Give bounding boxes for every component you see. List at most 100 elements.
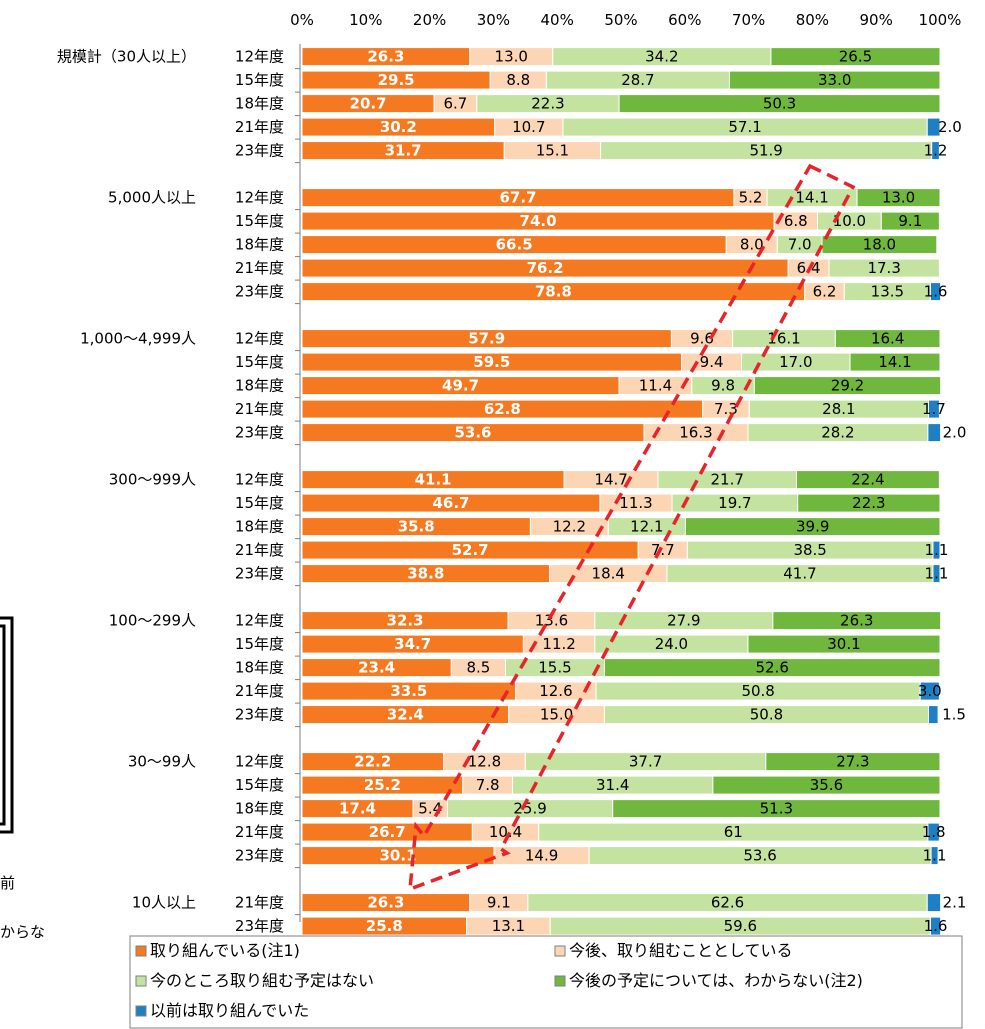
x-tick-label: 40% — [541, 11, 574, 29]
data-label: 13.6 — [535, 612, 568, 630]
data-label: 35.6 — [810, 776, 843, 794]
trend-arrow-outline — [407, 163, 856, 892]
data-label: 76.2 — [527, 259, 564, 277]
data-label: 74.0 — [520, 212, 557, 230]
data-label: 13.5 — [871, 283, 904, 301]
year-label: 21年度 — [235, 118, 284, 136]
bar-segment — [926, 893, 942, 913]
group-label: 30～99人 — [128, 753, 196, 771]
data-label: 41.1 — [415, 471, 452, 489]
data-label: 9.6 — [690, 330, 714, 348]
data-label: 2.0 — [938, 118, 962, 136]
data-label: 26.5 — [839, 48, 872, 66]
year-label: 23年度 — [235, 847, 284, 865]
cut-off-frame-inner — [0, 624, 6, 826]
data-label: 22.2 — [354, 753, 391, 771]
data-label: 18.4 — [592, 565, 625, 583]
data-label: 22.4 — [851, 471, 884, 489]
data-label: 31.4 — [596, 776, 629, 794]
bar-segment — [772, 611, 942, 631]
year-label: 15年度 — [235, 635, 284, 653]
data-label: 25.9 — [513, 800, 546, 818]
data-label: 11.3 — [619, 494, 652, 512]
year-label: 12年度 — [235, 471, 284, 489]
data-label: 26.3 — [367, 894, 404, 912]
data-label: 50.3 — [763, 95, 796, 113]
data-label: 59.6 — [724, 917, 757, 935]
year-label: 21年度 — [235, 259, 284, 277]
bar-segment — [684, 517, 941, 537]
bar-segment — [712, 775, 941, 795]
data-label: 26.7 — [369, 823, 406, 841]
data-label: 26.3 — [840, 612, 873, 630]
bar-segment — [931, 141, 940, 161]
bar-segment — [932, 564, 941, 584]
data-label: 28.1 — [822, 400, 855, 418]
bar-segment — [795, 470, 940, 490]
data-label: 7.3 — [714, 400, 738, 418]
bar-segment — [929, 282, 942, 302]
x-tick-label: 0% — [290, 11, 314, 29]
data-label: 1.8 — [922, 823, 946, 841]
data-label: 53.6 — [743, 847, 776, 865]
data-label: 19.7 — [718, 494, 751, 512]
x-tick-label: 80% — [796, 11, 829, 29]
group-label: 1,000～4,999人 — [80, 330, 196, 348]
x-axis: 0% 10% 20% 30% 40% 50% 60% 70% 80% 90% 100% — [290, 11, 961, 29]
data-label: 9.8 — [711, 377, 735, 395]
data-label: 30.1 — [380, 847, 417, 865]
data-label: 51.9 — [749, 142, 782, 160]
data-label: 38.8 — [407, 565, 444, 583]
x-tick-label: 20% — [413, 11, 446, 29]
data-label: 53.6 — [454, 424, 491, 442]
bar-segment — [765, 752, 941, 772]
data-label: 1.1 — [923, 847, 947, 865]
data-label: 8.5 — [466, 659, 490, 677]
data-label: 29.2 — [831, 377, 864, 395]
legend-label: 今後の予定については、わからない(注2) — [569, 971, 863, 990]
data-label: 14.1 — [795, 189, 828, 207]
data-label: 2.0 — [943, 424, 967, 442]
cut-off-text-2: からな — [0, 923, 45, 941]
data-label: 30.2 — [380, 118, 417, 136]
data-label: 50.8 — [741, 682, 774, 700]
legend-swatch — [135, 945, 147, 957]
group-label: 規模計（30人以上） — [57, 48, 196, 66]
data-label: 23.4 — [358, 659, 395, 677]
year-label: 15年度 — [235, 353, 284, 371]
x-tick-label: 60% — [668, 11, 701, 29]
year-label: 23年度 — [235, 917, 284, 935]
year-label: 15年度 — [235, 776, 284, 794]
data-label: 3.0 — [918, 682, 942, 700]
cut-off-left-panel: 前 からな — [0, 616, 45, 941]
cut-off-frame-outer — [0, 616, 14, 834]
bar-segment — [612, 799, 941, 819]
data-label: 21.7 — [711, 471, 744, 489]
year-label: 12年度 — [235, 753, 284, 771]
bar-segment — [753, 376, 942, 396]
bar-segment — [880, 211, 940, 231]
data-labels: 26.3 13.0 34.2 26.5 29.5 8.8 28.7 33.0 20.7 6.7 22… — [339, 48, 967, 935]
data-label: 32.3 — [387, 612, 424, 630]
data-label: 13.0 — [882, 189, 915, 207]
bar-segment — [929, 916, 942, 936]
year-label: 15年度 — [235, 71, 284, 89]
data-label: 62.6 — [711, 894, 744, 912]
group-label: 5,000人以上 — [108, 189, 196, 207]
data-label: 12.8 — [468, 753, 501, 771]
group-label: 100～299人 — [109, 612, 196, 630]
year-label: 23年度 — [235, 565, 284, 583]
data-label: 78.8 — [535, 283, 572, 301]
data-label: 1.7 — [922, 400, 946, 418]
year-label: 12年度 — [235, 612, 284, 630]
legend-box — [129, 935, 963, 1029]
year-label: 15年度 — [235, 212, 284, 230]
data-label: 25.2 — [364, 776, 401, 794]
data-label: 46.7 — [432, 494, 469, 512]
data-label: 1.1 — [925, 565, 949, 583]
data-label: 59.5 — [473, 353, 510, 371]
data-label: 1.6 — [924, 917, 948, 935]
data-label: 6.2 — [813, 283, 837, 301]
data-label: 57.1 — [728, 118, 761, 136]
bar-segment — [919, 681, 940, 701]
